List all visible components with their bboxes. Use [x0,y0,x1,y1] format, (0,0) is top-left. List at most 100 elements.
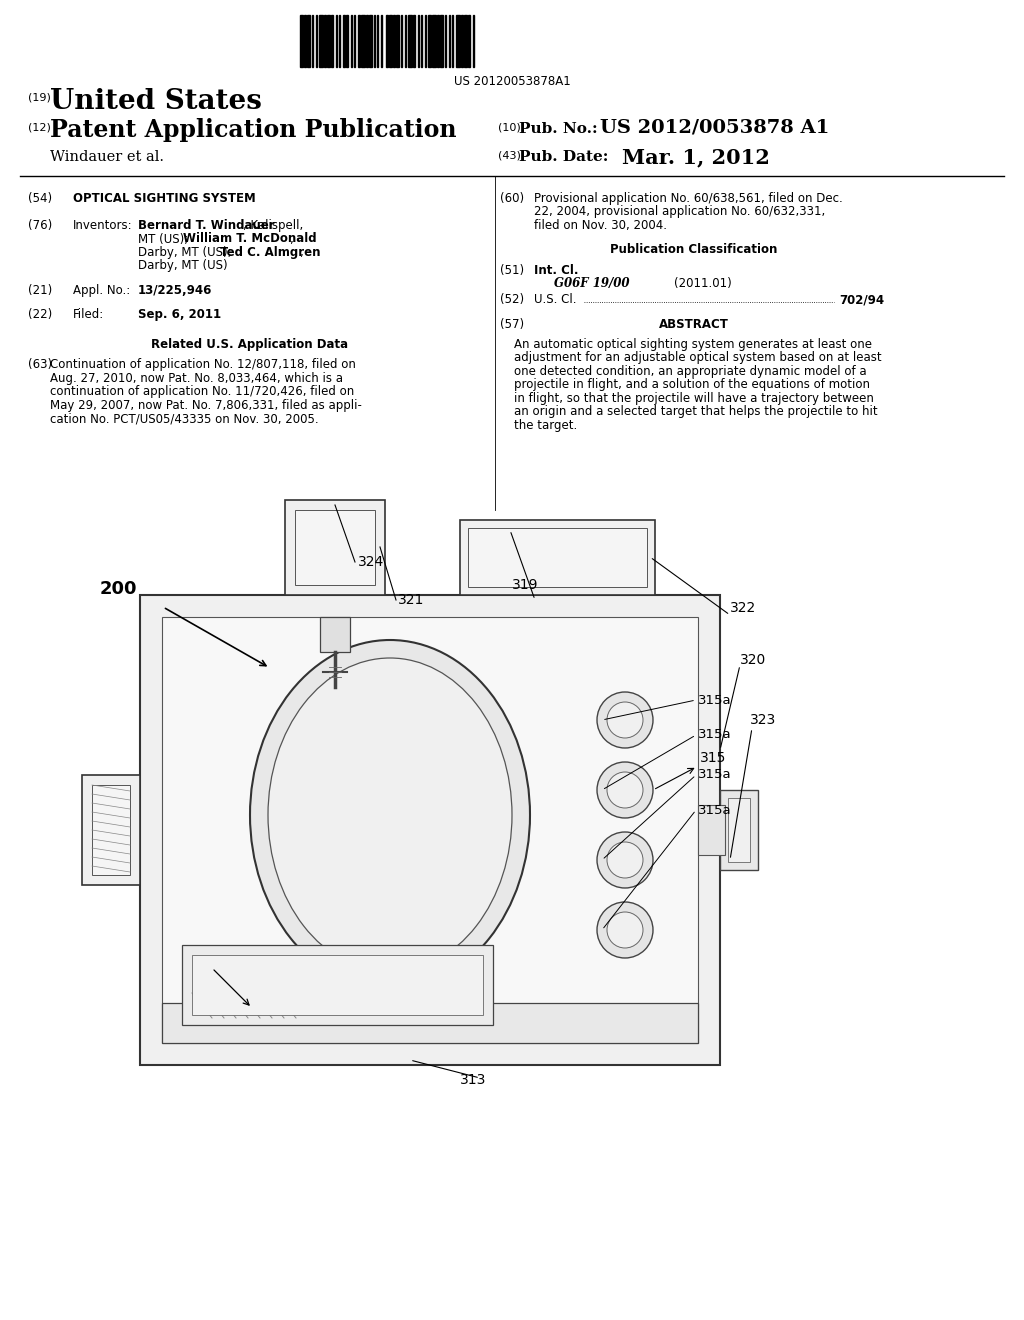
Bar [468,15,470,67]
Bar [343,15,345,67]
Text: Patent Application Publication: Patent Application Publication [50,117,457,143]
Bar [285,500,385,595]
Ellipse shape [250,640,530,990]
Text: Mar. 1, 2012: Mar. 1, 2012 [622,147,770,168]
Circle shape [597,692,653,748]
Text: Provisional application No. 60/638,561, filed on Dec.: Provisional application No. 60/638,561, … [534,191,843,205]
Text: Int. Cl.: Int. Cl. [534,264,579,277]
Bar [346,15,348,67]
Text: 200: 200 [100,579,137,598]
Bar [389,15,392,67]
Text: May 29, 2007, now Pat. No. 7,806,331, filed as appli-: May 29, 2007, now Pat. No. 7,806,331, fi… [50,399,361,412]
Text: MT (US);: MT (US); [138,232,193,246]
Text: (43): (43) [498,150,521,160]
Text: US 20120053878A1: US 20120053878A1 [454,75,570,88]
Bar [432,15,436,67]
Text: (12): (12) [28,121,51,132]
Bar [358,15,360,67]
Bar [408,15,412,67]
Text: filed on Nov. 30, 2004.: filed on Nov. 30, 2004. [534,219,667,232]
Text: Ted C. Almgren: Ted C. Almgren [220,246,321,259]
Bar [464,15,467,67]
Text: (22): (22) [28,308,52,321]
Bar [193,954,483,1015]
Text: An automatic optical sighting system generates at least one: An automatic optical sighting system gen… [514,338,872,351]
Text: (52): (52) [500,293,524,306]
Bar [728,799,750,862]
Circle shape [607,772,643,808]
Text: 315a: 315a [698,804,731,817]
Text: 320: 320 [740,653,766,667]
Bar [162,1003,698,1043]
Text: (19): (19) [28,92,51,103]
Text: G06F 19/00: G06F 19/00 [554,277,630,290]
Bar [295,510,375,585]
Text: Sep. 6, 2011: Sep. 6, 2011 [138,308,221,321]
Circle shape [597,762,653,818]
Text: 313: 313 [460,1073,486,1086]
Text: an origin and a selected target that helps the projectile to hit: an origin and a selected target that hel… [514,405,878,418]
Text: Publication Classification: Publication Classification [610,243,777,256]
Text: (63): (63) [28,358,52,371]
Text: 315a: 315a [698,693,731,706]
Text: (21): (21) [28,284,52,297]
Text: William T. McDonald: William T. McDonald [183,232,316,246]
Bar [361,15,365,67]
Bar [140,595,720,1065]
Text: (54): (54) [28,191,52,205]
Circle shape [597,902,653,958]
Text: (76): (76) [28,219,52,232]
Bar [366,15,368,67]
Bar [396,15,399,67]
Bar [440,15,443,67]
Bar [82,775,140,884]
Text: cation No. PCT/US05/43335 on Nov. 30, 2005.: cation No. PCT/US05/43335 on Nov. 30, 20… [50,412,318,425]
Text: , Kalispell,: , Kalispell, [243,219,303,232]
Circle shape [597,832,653,888]
Bar [461,15,463,67]
Text: 315a: 315a [698,729,731,742]
Text: (51): (51) [500,264,524,277]
Text: Darby, MT (US);: Darby, MT (US); [138,246,236,259]
Text: Inventors:: Inventors: [73,219,133,232]
Bar [698,805,725,855]
Text: in flight, so that the projectile will have a trajectory between: in flight, so that the projectile will h… [514,392,873,405]
Bar [428,15,431,67]
Text: continuation of application No. 11/720,426, filed on: continuation of application No. 11/720,4… [50,385,354,399]
Text: 322: 322 [730,601,757,615]
Ellipse shape [268,657,512,972]
Text: 324: 324 [358,554,384,569]
Bar [319,15,323,67]
Bar [456,15,460,67]
Text: United States: United States [50,88,262,115]
Bar [162,616,698,1043]
Text: U.S. Cl.: U.S. Cl. [534,293,577,306]
Bar [393,15,395,67]
Circle shape [607,912,643,948]
Text: US 2012/0053878 A1: US 2012/0053878 A1 [600,119,829,137]
Text: 323: 323 [750,713,776,727]
Text: 702/94: 702/94 [839,293,884,306]
Text: Darby, MT (US): Darby, MT (US) [138,260,227,272]
Circle shape [607,702,643,738]
Bar [307,15,310,67]
Bar [369,15,372,67]
Text: adjustment for an adjustable optical system based on at least: adjustment for an adjustable optical sys… [514,351,882,364]
Bar [413,15,415,67]
Bar [92,785,130,875]
Text: 13/225,946: 13/225,946 [138,284,212,297]
Text: the target.: the target. [514,418,578,432]
Text: projectile in flight, and a solution of the equations of motion: projectile in flight, and a solution of … [514,379,870,391]
Text: 319: 319 [512,578,539,591]
Bar [437,15,439,67]
Text: (2011.01): (2011.01) [674,277,732,290]
Bar [327,15,330,67]
Text: Pub. No.:: Pub. No.: [519,121,598,136]
Bar [720,789,758,870]
Text: 315a: 315a [698,768,731,781]
Text: 321: 321 [398,593,424,607]
Bar [331,15,333,67]
Text: Windauer et al.: Windauer et al. [50,150,164,164]
Text: (60): (60) [500,191,524,205]
Bar [300,15,303,67]
